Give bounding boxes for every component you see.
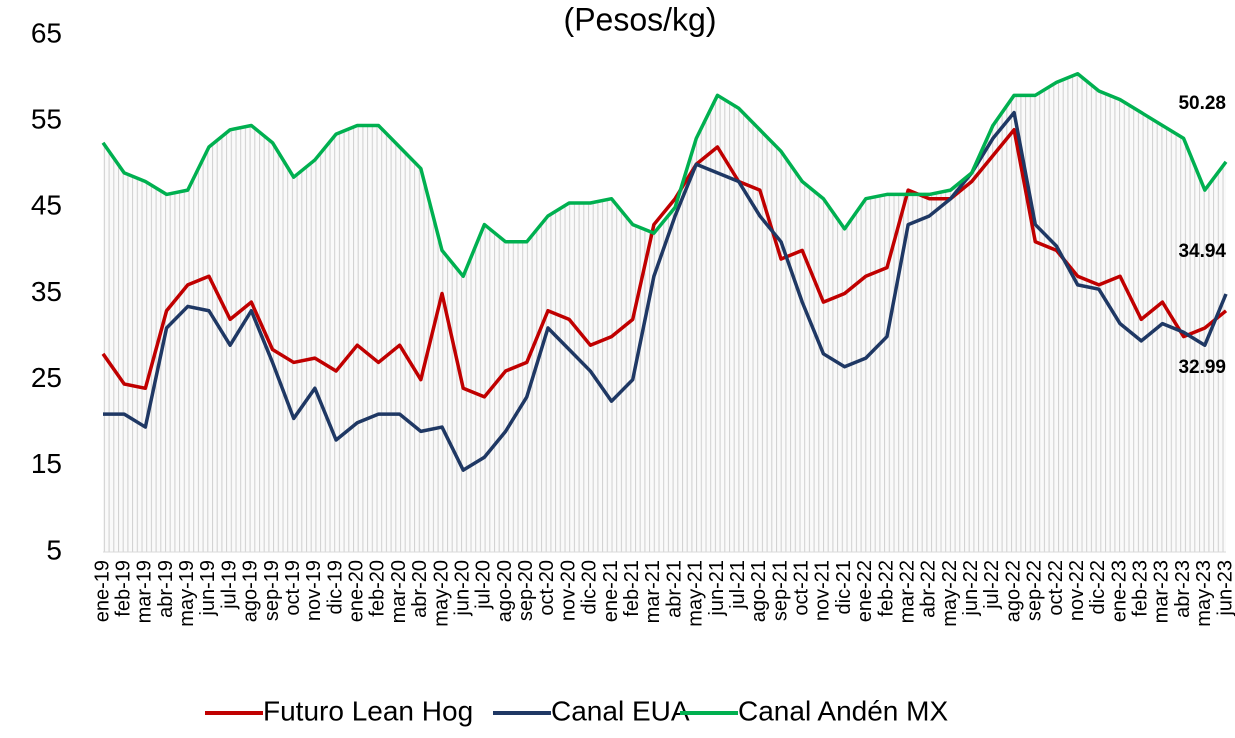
series-line xyxy=(103,110,1228,472)
x-tick-label: dic-21 xyxy=(833,560,855,614)
x-tick-label: may-23 xyxy=(1193,560,1215,627)
x-tick-label: sep-22 xyxy=(1024,560,1046,621)
x-tick-label: oct-20 xyxy=(536,560,558,616)
x-tick-label: mar-22 xyxy=(896,560,918,623)
x-tick-label: feb-23 xyxy=(1130,560,1152,617)
x-tick-label: ago-21 xyxy=(748,560,770,622)
x-tick-label: mar-20 xyxy=(388,560,410,623)
x-tick-label: ene-23 xyxy=(1108,560,1130,622)
x-tick-label: ago-22 xyxy=(1002,560,1024,622)
legend-label: Canal EUA xyxy=(551,695,690,726)
x-tick-label: nov-22 xyxy=(1066,560,1088,621)
x-tick-label: abr-23 xyxy=(1172,560,1194,618)
data-label: 32.99 xyxy=(1178,357,1226,378)
x-tick-label: dic-22 xyxy=(1087,560,1109,614)
x-tick-label: jun-22 xyxy=(960,560,982,617)
x-tick-label: sep-19 xyxy=(261,560,283,621)
x-tick-label: jun-20 xyxy=(451,560,473,617)
x-tick-label: oct-22 xyxy=(1045,560,1067,616)
x-tick-label: feb-21 xyxy=(621,560,643,617)
data-label: 34.94 xyxy=(1178,241,1226,262)
area-hatch xyxy=(103,73,1226,553)
chart-title: (Pesos/kg) xyxy=(564,1,717,37)
x-tick-label: ene-22 xyxy=(854,560,876,622)
x-tick-label: oct-19 xyxy=(282,560,304,616)
x-tick-label: jul-20 xyxy=(473,560,495,610)
x-tick-label: nov-19 xyxy=(303,560,325,621)
x-tick-label: jul-19 xyxy=(218,560,240,610)
x-tick-label: ago-19 xyxy=(240,560,262,622)
y-tick-label: 25 xyxy=(31,362,62,393)
series-line xyxy=(101,128,1228,399)
x-tick-label: ene-21 xyxy=(600,560,622,622)
x-tick-label: mar-19 xyxy=(134,560,156,623)
y-tick-label: 5 xyxy=(46,534,62,565)
x-tick-label: jun-19 xyxy=(197,560,219,617)
series-line xyxy=(101,72,1228,279)
x-tick-label: feb-20 xyxy=(367,560,389,617)
x-tick-label: jun-23 xyxy=(1214,560,1235,617)
x-tick-label: ago-20 xyxy=(494,560,516,622)
x-tick-label: may-19 xyxy=(176,560,198,627)
x-tick-label: feb-22 xyxy=(875,560,897,617)
x-tick-label: jul-21 xyxy=(727,560,749,610)
x-tick-label: oct-21 xyxy=(791,560,813,616)
x-tick-label: sep-21 xyxy=(769,560,791,621)
x-tick-label: jun-21 xyxy=(706,560,728,617)
y-tick-label: 55 xyxy=(31,104,62,135)
x-tick-label: dic-20 xyxy=(579,560,601,614)
x-tick-label: ene-20 xyxy=(346,560,368,622)
x-tick-label: abr-21 xyxy=(663,560,685,618)
x-tick-label: jul-22 xyxy=(981,560,1003,610)
x-tick-label: feb-19 xyxy=(112,560,134,617)
x-tick-label: nov-20 xyxy=(557,560,579,621)
x-tick-label: abr-20 xyxy=(409,560,431,618)
x-tick-label: dic-19 xyxy=(324,560,346,614)
legend-label: Canal Andén MX xyxy=(738,695,948,726)
x-tick-label: nov-21 xyxy=(812,560,834,621)
x-tick-label: mar-21 xyxy=(642,560,664,623)
x-tick-label: abr-19 xyxy=(155,560,177,618)
y-tick-label: 15 xyxy=(31,448,62,479)
y-tick-label: 65 xyxy=(31,17,62,48)
y-tick-label: 45 xyxy=(31,190,62,221)
legend-label: Futuro Lean Hog xyxy=(263,695,473,726)
x-tick-label: sep-20 xyxy=(515,560,537,621)
x-tick-label: ene-19 xyxy=(91,560,113,622)
x-tick-label: mar-23 xyxy=(1151,560,1173,623)
data-label: 50.28 xyxy=(1178,93,1226,114)
x-tick-label: may-20 xyxy=(430,560,452,627)
x-tick-label: may-22 xyxy=(939,560,961,627)
x-tick-label: abr-22 xyxy=(918,560,940,618)
x-tick-label: may-21 xyxy=(685,560,707,627)
y-tick-label: 35 xyxy=(31,276,62,307)
